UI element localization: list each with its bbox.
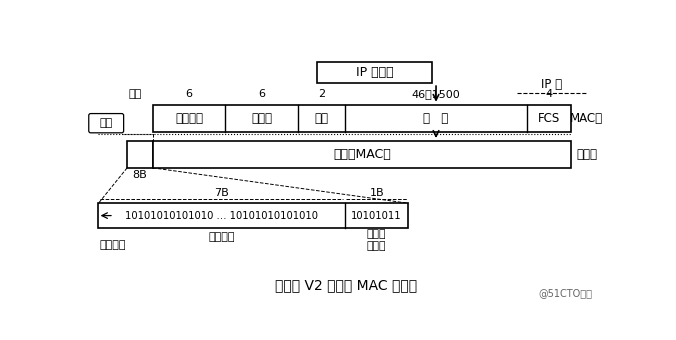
Text: 以太网 V2 标准的 MAC 帧格式: 以太网 V2 标准的 MAC 帧格式 <box>275 279 418 293</box>
Text: 帧开始
定界符: 帧开始 定界符 <box>367 230 387 251</box>
Text: FCS: FCS <box>538 112 560 125</box>
Text: 10101011: 10101011 <box>352 210 402 221</box>
Bar <box>317 62 432 83</box>
FancyBboxPatch shape <box>89 114 124 133</box>
Text: 物理层: 物理层 <box>576 148 597 161</box>
Text: 以太网MAC帧: 以太网MAC帧 <box>333 148 391 161</box>
Text: 4: 4 <box>546 89 553 99</box>
Bar <box>99 203 408 228</box>
Bar <box>127 141 153 168</box>
Text: IP 数据报: IP 数据报 <box>356 66 393 79</box>
Text: @51CTO博客: @51CTO博客 <box>538 288 592 299</box>
Text: 6: 6 <box>186 89 193 99</box>
Text: 前同步码: 前同步码 <box>208 232 235 242</box>
Text: 7B: 7B <box>214 188 229 198</box>
Text: 数   据: 数 据 <box>423 112 449 125</box>
Text: 6: 6 <box>258 89 266 99</box>
Text: 目的地址: 目的地址 <box>175 112 203 125</box>
Bar <box>153 105 571 132</box>
Text: 46～1500: 46～1500 <box>412 89 460 99</box>
Text: IP 层: IP 层 <box>541 78 562 91</box>
Text: 发送在前: 发送在前 <box>99 240 126 250</box>
Text: 类型: 类型 <box>314 112 329 125</box>
Bar <box>153 141 571 168</box>
Text: 插入: 插入 <box>99 118 113 128</box>
Text: 1B: 1B <box>369 188 384 198</box>
Text: 10101010101010 … 10101010101010: 10101010101010 … 10101010101010 <box>125 210 318 221</box>
Text: 字节: 字节 <box>128 89 141 99</box>
Text: 源地址: 源地址 <box>251 112 272 125</box>
Text: 2: 2 <box>318 89 325 99</box>
Text: 8B: 8B <box>132 170 147 180</box>
Text: MAC层: MAC层 <box>570 112 603 125</box>
